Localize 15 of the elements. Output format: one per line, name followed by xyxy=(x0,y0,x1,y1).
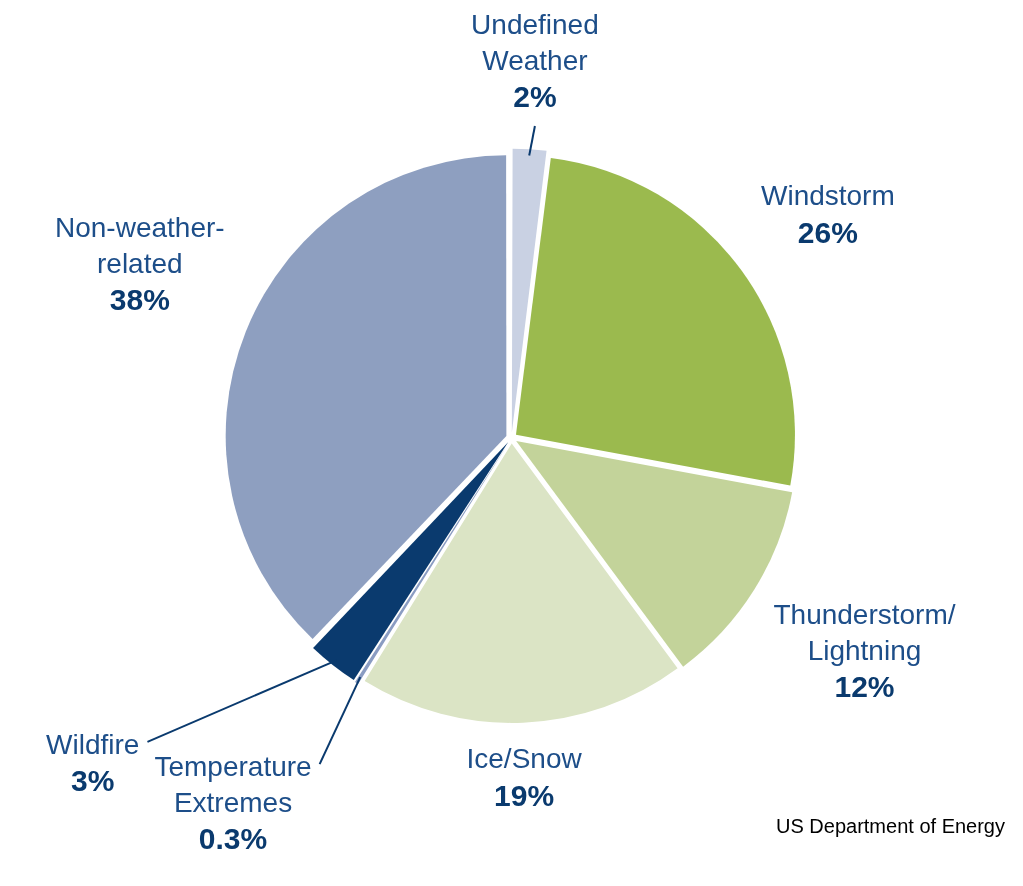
data-label: 26% xyxy=(797,215,858,249)
data-label: 3% xyxy=(71,764,115,798)
data-label: 2% xyxy=(513,80,557,114)
text: US Department of Energy xyxy=(776,815,1005,838)
slice-label: Windstorm xyxy=(760,180,895,212)
slice-label: Wildfire xyxy=(46,728,140,760)
slice-label: Ice/Snow xyxy=(466,743,583,775)
slice-label: Undefined Weather xyxy=(471,8,599,76)
slice-label: Non-weather-related xyxy=(54,211,225,279)
data-label: 0.3% xyxy=(198,822,268,856)
slice-label: Thunderstorm/Lightning xyxy=(773,598,956,666)
slice-label: Temperature Extremes xyxy=(154,750,312,818)
data-label: 12% xyxy=(834,670,895,704)
data-label: 19% xyxy=(494,779,555,813)
data-label: 38% xyxy=(109,283,170,317)
